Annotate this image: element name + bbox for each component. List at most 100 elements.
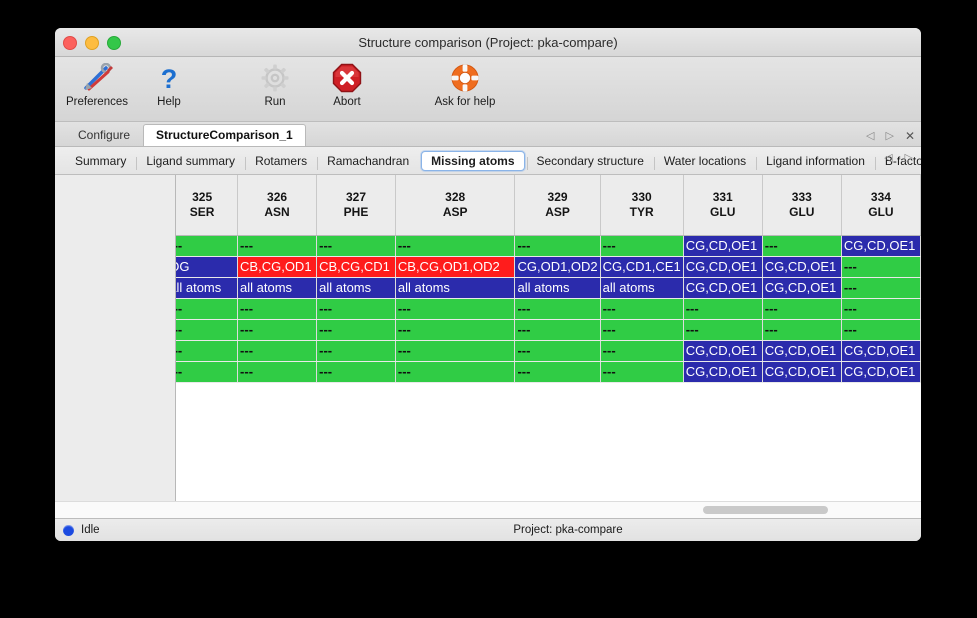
table-cell[interactable]: --- — [237, 319, 318, 341]
table-cell[interactable]: --- — [316, 361, 396, 383]
horizontal-scrollbar[interactable] — [55, 501, 921, 518]
table-cell[interactable]: --- — [514, 298, 601, 320]
tab-next-arrow-icon[interactable]: ▷ — [885, 129, 894, 142]
table-cell[interactable]: OG — [166, 256, 239, 278]
table-cell[interactable]: all atoms — [316, 277, 396, 299]
table-cell[interactable]: --- — [600, 319, 684, 341]
table-row[interactable]: 3dnd.pdb:A--------------------------- — [55, 298, 921, 320]
table-cell[interactable]: CG,CD,OE1 — [841, 361, 921, 383]
column-header-333[interactable]: 333 GLU — [762, 175, 842, 236]
table-cell[interactable]: --- — [600, 340, 684, 362]
tab-ligand-summary[interactable]: Ligand summary — [136, 154, 245, 170]
table-cell[interactable]: CG,CD1,CE1 — [600, 256, 684, 278]
table-cell[interactable]: --- — [237, 361, 318, 383]
table-cell[interactable]: --- — [237, 235, 318, 257]
table-cell[interactable]: --- — [237, 340, 318, 362]
table-cell[interactable]: --- — [762, 319, 842, 341]
table-row[interactable]: 1l3r.pdb:E------------------CG,CD,OE1---… — [55, 235, 921, 257]
ask-for-help-button[interactable]: Ask for help — [417, 61, 513, 108]
table-cell[interactable]: --- — [316, 298, 396, 320]
table-cell[interactable]: --- — [600, 235, 684, 257]
table-cell[interactable]: --- — [841, 298, 921, 320]
table-cell[interactable]: --- — [514, 319, 601, 341]
table-cell[interactable]: --- — [683, 298, 763, 320]
table-cell[interactable]: all atoms — [600, 277, 684, 299]
tab-b-factors[interactable]: B-factors — [874, 154, 921, 170]
table-cell[interactable]: CG,CD,OE1 — [683, 340, 763, 362]
table-cell[interactable]: --- — [514, 340, 601, 362]
results-prev-arrow-icon[interactable]: ◁ — [884, 152, 893, 164]
table-cell[interactable]: --- — [395, 298, 516, 320]
table-cell[interactable]: --- — [514, 235, 601, 257]
table-cell[interactable]: --- — [600, 298, 684, 320]
column-header-331[interactable]: 331 GLU — [683, 175, 763, 236]
zoom-button[interactable] — [107, 36, 121, 50]
table-cell[interactable]: --- — [841, 319, 921, 341]
table-cell[interactable]: --- — [166, 298, 239, 320]
table-cell[interactable]: --- — [395, 361, 516, 383]
column-header-327[interactable]: 327 PHE — [316, 175, 396, 236]
abort-button[interactable]: Abort — [311, 61, 383, 108]
table-cell[interactable]: CG,CD,OE1 — [683, 361, 763, 383]
table-cell[interactable]: --- — [600, 361, 684, 383]
table-row[interactable]: 3dne.pdb:A--------------------------- — [55, 319, 921, 341]
tab-water-locations[interactable]: Water locations — [653, 154, 756, 170]
table-cell[interactable]: CG,CD,OE1 — [841, 340, 921, 362]
help-button[interactable]: ? Help — [133, 61, 205, 108]
table-cell[interactable]: --- — [166, 340, 239, 362]
table-cell[interactable]: --- — [166, 319, 239, 341]
column-header-326[interactable]: 326 ASN — [237, 175, 318, 236]
tab-prev-arrow-icon[interactable]: ◁ — [866, 129, 875, 142]
table-cell[interactable]: CB,CG,CD1 — [316, 256, 396, 278]
project-tab-structurecomparison-1[interactable]: StructureComparison_1 — [143, 124, 306, 146]
results-next-arrow-icon[interactable]: ▷ — [904, 152, 913, 164]
column-header-329[interactable]: 329 ASP — [514, 175, 601, 236]
table-cell[interactable]: CG,CD,OE1 — [683, 256, 763, 278]
preferences-button[interactable]: Preferences — [61, 61, 133, 108]
table-cell[interactable]: CB,CG,OD1 — [237, 256, 318, 278]
table-cell[interactable]: CB,CG,OD1,OD2 — [395, 256, 516, 278]
table-cell[interactable]: --- — [237, 298, 318, 320]
table-cell[interactable]: --- — [514, 361, 601, 383]
column-header-325[interactable]: 325 SER — [166, 175, 239, 236]
table-cell[interactable]: CG,CD,OE1 — [762, 361, 842, 383]
horizontal-scrollbar-thumb[interactable] — [703, 506, 828, 514]
table-cell[interactable]: all atoms — [166, 277, 239, 299]
table-cell[interactable]: CG,CD,OE1 — [762, 277, 842, 299]
tab-rotamers[interactable]: Rotamers — [245, 154, 317, 170]
table-cell[interactable]: --- — [762, 235, 842, 257]
column-header-334[interactable]: 334 GLU — [841, 175, 921, 236]
tab-secondary-structure[interactable]: Secondary structure — [526, 154, 654, 170]
project-tab-configure[interactable]: Configure — [78, 128, 131, 142]
table-cell[interactable]: --- — [395, 340, 516, 362]
table-cell[interactable]: all atoms — [514, 277, 601, 299]
close-button[interactable] — [63, 36, 77, 50]
table-cell[interactable]: --- — [166, 235, 239, 257]
tab-ligand-information[interactable]: Ligand information — [756, 154, 875, 170]
table-cell[interactable]: --- — [395, 319, 516, 341]
table-cell[interactable]: all atoms — [237, 277, 318, 299]
table-row[interactable]: 3fhi.pdb:A------------------CG,CD,OE1CG,… — [55, 340, 921, 362]
column-header-328[interactable]: 328 ASP — [395, 175, 516, 236]
table-cell[interactable]: CG,CD,OE1 — [683, 235, 763, 257]
run-button[interactable]: Run — [239, 61, 311, 108]
table-cell[interactable]: CG,CD,OE1 — [841, 235, 921, 257]
table-cell[interactable]: CG,CD,OE1 — [762, 256, 842, 278]
table-cell[interactable]: --- — [683, 319, 763, 341]
table-cell[interactable]: --- — [841, 277, 921, 299]
table-cell[interactable]: --- — [395, 235, 516, 257]
table-cell[interactable]: CG,CD,OE1 — [683, 277, 763, 299]
tab-ramachandran[interactable]: Ramachandran — [317, 154, 419, 170]
table-cell[interactable]: --- — [316, 340, 396, 362]
minimize-button[interactable] — [85, 36, 99, 50]
column-header-330[interactable]: 330 TYR — [600, 175, 684, 236]
table-cell[interactable]: CG,CD,OE1 — [762, 340, 842, 362]
tab-close-icon[interactable]: ✕ — [904, 129, 915, 143]
table-cell[interactable]: --- — [316, 319, 396, 341]
table-cell[interactable]: --- — [166, 361, 239, 383]
table-row[interactable]: 1syk.pdb:AGOGCB,CG,OD1CB,CG,CD1CB,CG,OD1… — [55, 256, 921, 278]
tab-summary[interactable]: Summary — [75, 153, 127, 168]
tab-missing-atoms[interactable]: Missing atoms — [421, 150, 525, 171]
table-cell[interactable]: --- — [316, 235, 396, 257]
